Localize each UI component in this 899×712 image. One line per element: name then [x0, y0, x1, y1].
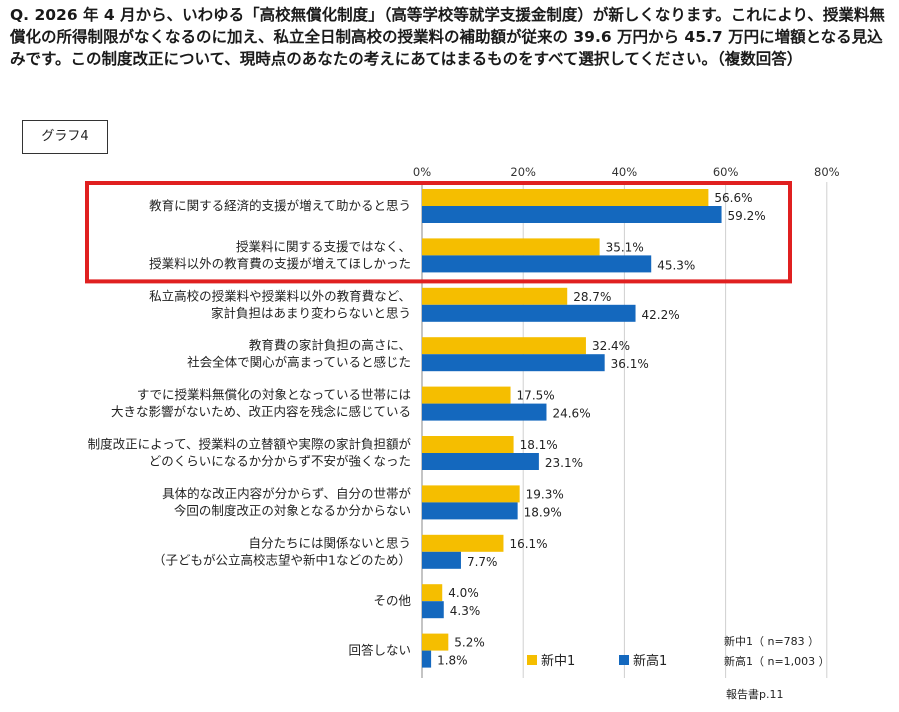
value-label-shinko1-0: 59.2% — [728, 209, 766, 223]
bar-shinko1-6 — [422, 502, 518, 520]
sample-note-shinko1: 新高1（ n=1,003 ） — [724, 654, 830, 668]
value-label-shinko1-9: 1.8% — [437, 654, 468, 668]
category-label-5-0: 制度改正によって、授業料の立替額や実際の家計負担額が — [88, 437, 412, 452]
value-label-shinko1-2: 42.2% — [642, 308, 680, 322]
value-label-shinchu1-3: 32.4% — [592, 339, 630, 353]
value-label-shinchu1-1: 35.1% — [606, 240, 644, 254]
value-label-shinko1-7: 7.7% — [467, 555, 498, 569]
category-label-2-0: 私立高校の授業料や授業料以外の教育費など、 — [149, 288, 411, 303]
bar-shinchu1-3 — [422, 337, 586, 355]
value-label-shinchu1-2: 28.7% — [573, 290, 611, 304]
bar-shinko1-8 — [422, 601, 444, 619]
bar-shinko1-2 — [422, 304, 636, 322]
legend-label-shinko1: 新高1 — [633, 653, 667, 669]
category-label-4-1: 大きな影響がないため、改正内容を残念に感じている — [111, 404, 411, 419]
value-label-shinko1-8: 4.3% — [450, 604, 481, 618]
bar-shinchu1-4 — [422, 386, 511, 404]
category-label-7-0: 自分たちには関係ないと思う — [248, 535, 411, 550]
category-label-3-1: 社会全体で関心が高まっていると感じた — [187, 355, 411, 370]
bar-shinchu1-2 — [422, 287, 568, 305]
bar-shinko1-0 — [422, 206, 722, 223]
category-label-5-1: どのくらいになるか分からず不安が強くなった — [149, 454, 411, 469]
value-label-shinko1-3: 36.1% — [611, 357, 649, 371]
category-label-7-1: （子どもが公立高校志望や新中1などのため） — [153, 552, 411, 567]
x-tick-label-0: 0% — [413, 165, 431, 179]
value-label-shinko1-1: 45.3% — [657, 258, 695, 272]
category-label-2-1: 家計負担はあまり変わらないと思う — [211, 305, 411, 320]
category-label-0-0: 教育に関する経済的支援が増えて助かると思う — [149, 198, 411, 213]
bar-shinko1-1 — [422, 255, 652, 273]
x-tick-label-3: 60% — [713, 165, 739, 179]
bar-shinchu1-0 — [422, 189, 709, 206]
x-tick-label-4: 80% — [814, 165, 840, 179]
legend-label-shinchu1: 新中1 — [541, 653, 575, 669]
bar-shinchu1-5 — [422, 436, 514, 453]
category-label-9-0: 回答しない — [348, 643, 411, 658]
value-label-shinchu1-5: 18.1% — [520, 438, 558, 452]
value-label-shinchu1-7: 16.1% — [509, 537, 547, 551]
category-label-6-0: 具体的な改正内容が分からず、自分の世帯が — [162, 486, 411, 501]
value-label-shinchu1-6: 19.3% — [526, 487, 564, 501]
bar-shinchu1-7 — [422, 534, 504, 552]
bar-shinko1-7 — [422, 551, 461, 569]
graph-label: グラフ4 — [22, 120, 108, 154]
x-tick-label-1: 20% — [510, 165, 536, 179]
x-tick-label-2: 40% — [612, 165, 638, 179]
bar-shinko1-5 — [422, 453, 539, 470]
bar-shinchu1-9 — [422, 633, 449, 651]
category-label-1-0: 授業料に関する支援ではなく、 — [236, 239, 411, 254]
value-label-shinchu1-4: 17.5% — [517, 389, 555, 403]
legend-swatch-shinchu1 — [527, 655, 537, 665]
category-label-4-0: すでに授業料無償化の対象となっている世帯には — [137, 387, 411, 402]
value-label-shinko1-4: 24.6% — [552, 407, 590, 421]
value-label-shinko1-5: 23.1% — [545, 456, 583, 470]
bar-shinchu1-6 — [422, 485, 520, 503]
category-label-1-1: 授業料以外の教育費の支援が増えてほしかった — [149, 256, 411, 271]
footer-report-page: 報告書p.11 — [726, 687, 783, 701]
value-label-shinchu1-8: 4.0% — [448, 586, 479, 600]
category-label-3-0: 教育費の家計負担の高さに、 — [249, 338, 411, 353]
legend-swatch-shinko1 — [619, 655, 629, 665]
category-label-6-1: 今回の制度改正の対象となるか分からない — [174, 503, 411, 518]
value-label-shinchu1-0: 56.6% — [714, 191, 752, 205]
question-text: Q. 2026 年 4 月から、いわゆる「高校無償化制度」（高等学校等就学支援金… — [10, 6, 885, 68]
sample-note-shinchu1: 新中1（ n=783 ） — [724, 634, 819, 648]
value-label-shinchu1-9: 5.2% — [454, 636, 485, 650]
bar-shinko1-4 — [422, 403, 547, 421]
bar-shinchu1-1 — [422, 238, 600, 256]
category-label-8-0: その他 — [373, 593, 411, 608]
highlight-box — [85, 181, 792, 284]
bar-shinko1-3 — [422, 354, 605, 372]
bar-shinchu1-8 — [422, 584, 443, 602]
value-label-shinko1-6: 18.9% — [524, 505, 562, 519]
bar-shinko1-9 — [422, 650, 432, 668]
